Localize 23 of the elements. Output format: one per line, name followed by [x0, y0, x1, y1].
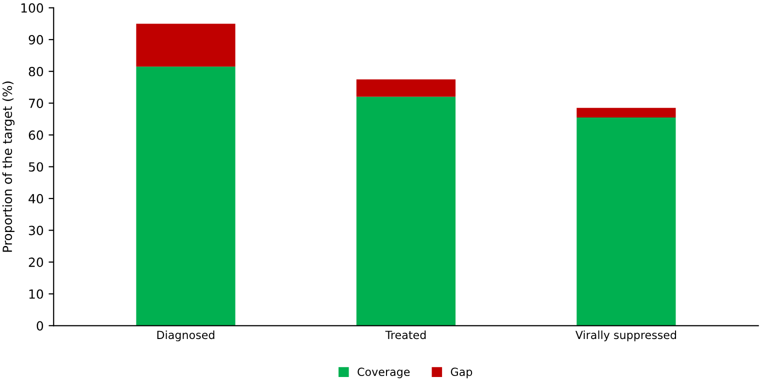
legend-label: Coverage: [358, 368, 410, 378]
y-tick-label: 20: [28, 258, 44, 268]
legend-label: Gap: [450, 368, 472, 378]
y-tick-label: 30: [28, 226, 44, 236]
y-tick-label: 80: [28, 66, 44, 76]
bar: [136, 66, 236, 326]
x-tick-label: Treated: [385, 330, 426, 340]
y-tick-label: 10: [29, 289, 44, 299]
bar: [356, 79, 456, 97]
bar: [356, 96, 456, 326]
x-tick-label: Virally suppressed: [575, 330, 676, 342]
x-tick-label: Diagnosed: [157, 330, 214, 342]
bar: [576, 108, 676, 118]
y-tick-label: 40: [28, 194, 44, 204]
y-axis-title: Proportion of the target (%): [2, 82, 14, 252]
y-tick-label: 90: [28, 35, 44, 45]
y-tick-label: 100: [21, 3, 44, 13]
bar: [576, 117, 676, 326]
y-tick-label: 50: [28, 162, 44, 172]
y-tick-label: 60: [28, 130, 44, 140]
bar: [136, 24, 236, 67]
y-tick-label: 0: [36, 321, 44, 331]
y-tick-label: 70: [29, 98, 44, 108]
